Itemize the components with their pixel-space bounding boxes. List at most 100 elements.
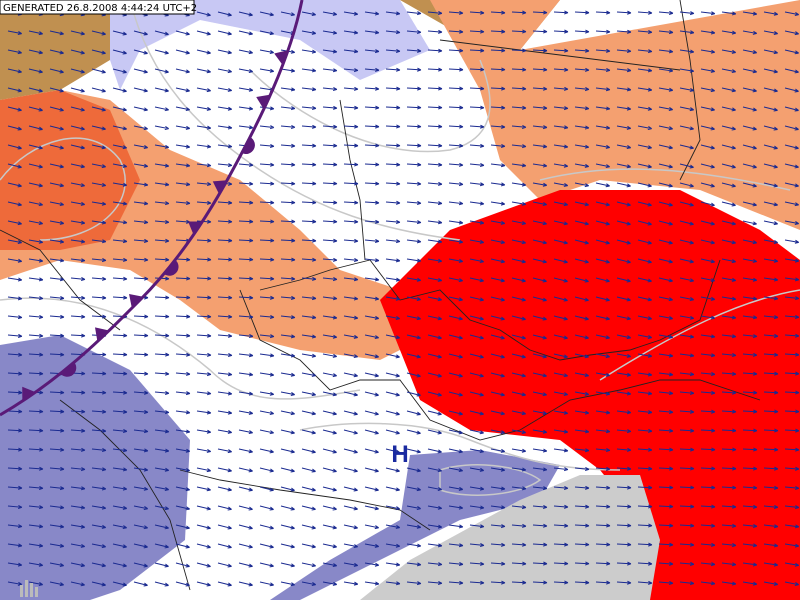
wind-arrow — [49, 486, 65, 491]
wind-arrow — [448, 258, 464, 263]
wind-arrow — [616, 106, 632, 111]
icon-bar — [35, 587, 38, 597]
wind-arrow — [7, 30, 23, 35]
wind-arrow — [616, 353, 632, 358]
wind-arrow — [448, 220, 464, 225]
wind-arrow — [301, 372, 317, 377]
wind-arrow — [637, 296, 652, 302]
front-triangle — [212, 180, 228, 195]
wind-arrow — [7, 68, 22, 74]
wind-arrow — [763, 371, 779, 376]
wind-arrow — [637, 201, 652, 207]
wind-arrow — [343, 562, 359, 567]
wind-arrow — [259, 219, 275, 224]
wind-arrow — [532, 523, 548, 528]
wind-arrow — [112, 581, 127, 587]
wind-arrow — [385, 334, 400, 340]
wind-arrow — [784, 30, 799, 36]
wind-arrow — [511, 163, 527, 168]
wind-arrow — [385, 562, 401, 567]
wind-arrow — [469, 334, 484, 340]
wind-arrow — [112, 371, 128, 376]
wind-arrow — [721, 353, 737, 358]
wind-arrow — [784, 314, 800, 319]
wind-arrow — [238, 106, 254, 111]
wind-arrow — [763, 466, 779, 471]
wind-arrow — [490, 524, 506, 529]
wind-arrow — [133, 182, 149, 187]
wind-arrow — [49, 295, 65, 301]
wind-arrow — [259, 314, 275, 319]
wind-arrow — [700, 466, 716, 471]
wind-arrow — [574, 448, 590, 453]
wind-arrow — [217, 276, 233, 281]
wind-arrow — [259, 448, 274, 454]
wind-arrow — [574, 258, 589, 264]
wind-arrow — [469, 277, 484, 283]
wind-arrow — [679, 390, 695, 395]
wind-arrow — [511, 29, 527, 34]
wind-arrow — [532, 144, 548, 149]
field-red — [380, 190, 800, 600]
wind-arrow — [70, 390, 86, 395]
wind-arrow — [427, 353, 442, 359]
wind-arrow — [280, 391, 296, 396]
wind-arrow — [595, 429, 611, 434]
wind-arrow — [469, 29, 485, 34]
wind-arrow — [28, 466, 44, 471]
wind-arrow — [385, 448, 400, 454]
wind-arrow — [217, 68, 232, 74]
wind-arrow — [763, 447, 779, 452]
wind-arrow — [658, 239, 673, 245]
wind-arrow — [7, 201, 22, 207]
wind-arrow — [637, 29, 653, 34]
wind-arrow — [280, 334, 296, 339]
wind-arrow — [574, 372, 590, 378]
isobar — [0, 137, 126, 241]
wind-arrow — [7, 352, 23, 357]
wind-arrow — [406, 353, 421, 359]
wind-arrow — [385, 239, 401, 244]
wind-arrow — [175, 524, 190, 530]
wind-arrow — [742, 258, 758, 263]
wind-arrow — [658, 201, 673, 207]
wind-arrow — [28, 239, 44, 244]
wind-arrow — [553, 239, 568, 245]
wind-arrow — [217, 467, 232, 473]
wind-arrow — [448, 315, 463, 321]
wind-arrow — [238, 219, 254, 224]
wind-arrow — [679, 353, 695, 358]
icon-bar — [20, 585, 23, 597]
wind-arrow — [721, 428, 737, 433]
wind-arrow — [658, 106, 674, 111]
wind-arrow — [7, 562, 23, 567]
wind-arrow — [196, 200, 212, 205]
wind-arrow — [91, 49, 106, 55]
wind-arrow — [112, 429, 128, 434]
wind-arrow — [616, 466, 632, 471]
wind-arrow — [343, 353, 359, 359]
wind-arrow — [490, 124, 506, 129]
wind-arrow — [280, 353, 296, 358]
wind-arrow — [28, 220, 44, 225]
wind-arrow — [133, 30, 148, 36]
wind-arrow — [469, 124, 485, 129]
wind-arrow — [742, 315, 758, 320]
wind-arrow — [616, 334, 631, 340]
wind-arrow — [616, 201, 631, 207]
wind-arrow — [490, 163, 506, 168]
country-border — [259, 259, 721, 361]
wind-arrow — [595, 561, 611, 566]
wind-arrow — [574, 410, 590, 415]
wind-arrow — [679, 296, 695, 302]
wind-arrow — [280, 562, 295, 568]
wind-arrow — [427, 277, 443, 282]
wind-arrow — [616, 10, 632, 15]
wind-arrow — [469, 143, 485, 148]
wind-arrow — [784, 371, 800, 376]
wind-arrow — [196, 11, 211, 17]
wind-arrow — [175, 276, 191, 281]
wind-arrow — [385, 219, 401, 224]
wind-arrow — [511, 67, 527, 72]
wind-arrow — [217, 106, 233, 111]
